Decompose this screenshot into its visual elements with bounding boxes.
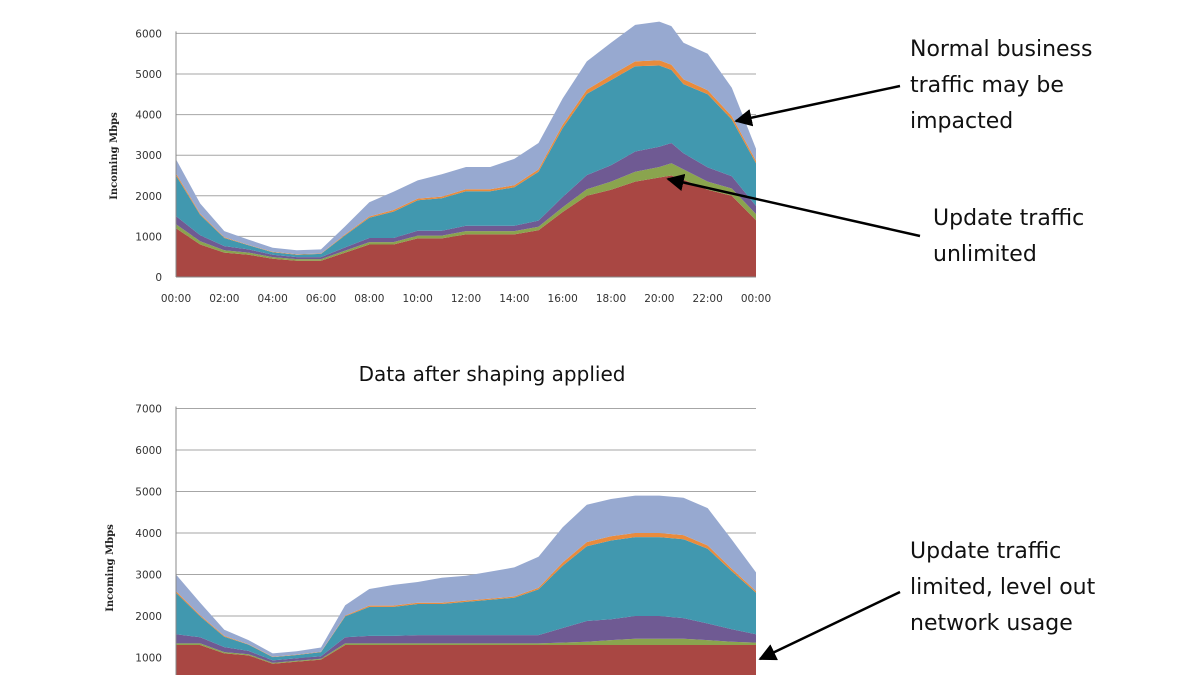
x-tick-label: 12:00: [451, 293, 481, 305]
x-tick-label: 20:00: [644, 293, 674, 305]
series-area-purple: [176, 616, 756, 663]
y-axis-title: Incoming Mbps: [105, 524, 116, 612]
chart-after-shaping: 1000 2000 3000 4000 5000 6000 7000 Incoming Mbp…: [105, 404, 756, 675]
y-tick-label: 5000: [135, 487, 162, 499]
series-area-teal: [176, 65, 756, 258]
arrow-update-limited: [758, 590, 901, 661]
x-tick-label: 14:00: [499, 293, 529, 305]
series-area-base: [176, 645, 756, 675]
y-tick-label: 1000: [135, 231, 162, 243]
x-tick-label: 18:00: [596, 293, 626, 305]
x-tick-label: 06:00: [306, 293, 336, 305]
series-area-lavender: [176, 495, 756, 657]
y-tick-label: 2000: [135, 191, 162, 203]
series-area-update: [176, 163, 756, 261]
x-tick-label: 00:00: [161, 293, 191, 305]
x-tick-label: 04:00: [258, 293, 288, 305]
arrow-normal-business: [734, 84, 901, 127]
x-tick-label: 22:00: [693, 293, 723, 305]
y-axis-title: Incoming Mbps: [109, 112, 120, 200]
y-tick-label: 1000: [135, 653, 162, 665]
y-tick-label: 4000: [135, 528, 162, 540]
annotation-normal-business-traffic: Normal business traffic may be impacted: [910, 37, 1093, 134]
annotation-update-traffic-limited: Update traffic limited, level out networ…: [910, 539, 1096, 636]
x-tick-label: 02:00: [209, 293, 239, 305]
annotation-update-traffic-unlimited: Update traffic unlimited: [933, 206, 1085, 267]
arrow-update-unlimited: [666, 173, 921, 238]
y-tick-label: 5000: [135, 69, 162, 81]
y-tick-label: 7000: [135, 404, 162, 416]
x-tick-label: 08:00: [354, 293, 384, 305]
series-area-update: [176, 638, 756, 664]
y-tick-label: 6000: [135, 28, 162, 40]
x-tick-label: 16:00: [548, 293, 578, 305]
y-tick-label: 4000: [135, 110, 162, 122]
series-area-purple: [176, 143, 756, 260]
y-tick-label: 0: [155, 272, 162, 284]
y-tick-label: 3000: [135, 570, 162, 582]
bottom-chart-title: Data after shaping applied: [359, 362, 626, 386]
x-tick-label: 10:00: [403, 293, 433, 305]
x-tick-label: 00:00: [741, 293, 771, 305]
y-tick-label: 6000: [135, 445, 162, 457]
y-tick-label: 2000: [135, 611, 162, 623]
series-area-teal: [176, 537, 756, 661]
series-area-base: [176, 175, 756, 277]
chart-before-shaping: 0 1000 2000 3000 4000 5000 6000 00:00 02:00 04:00…: [109, 21, 771, 305]
y-tick-label: 3000: [135, 150, 162, 162]
